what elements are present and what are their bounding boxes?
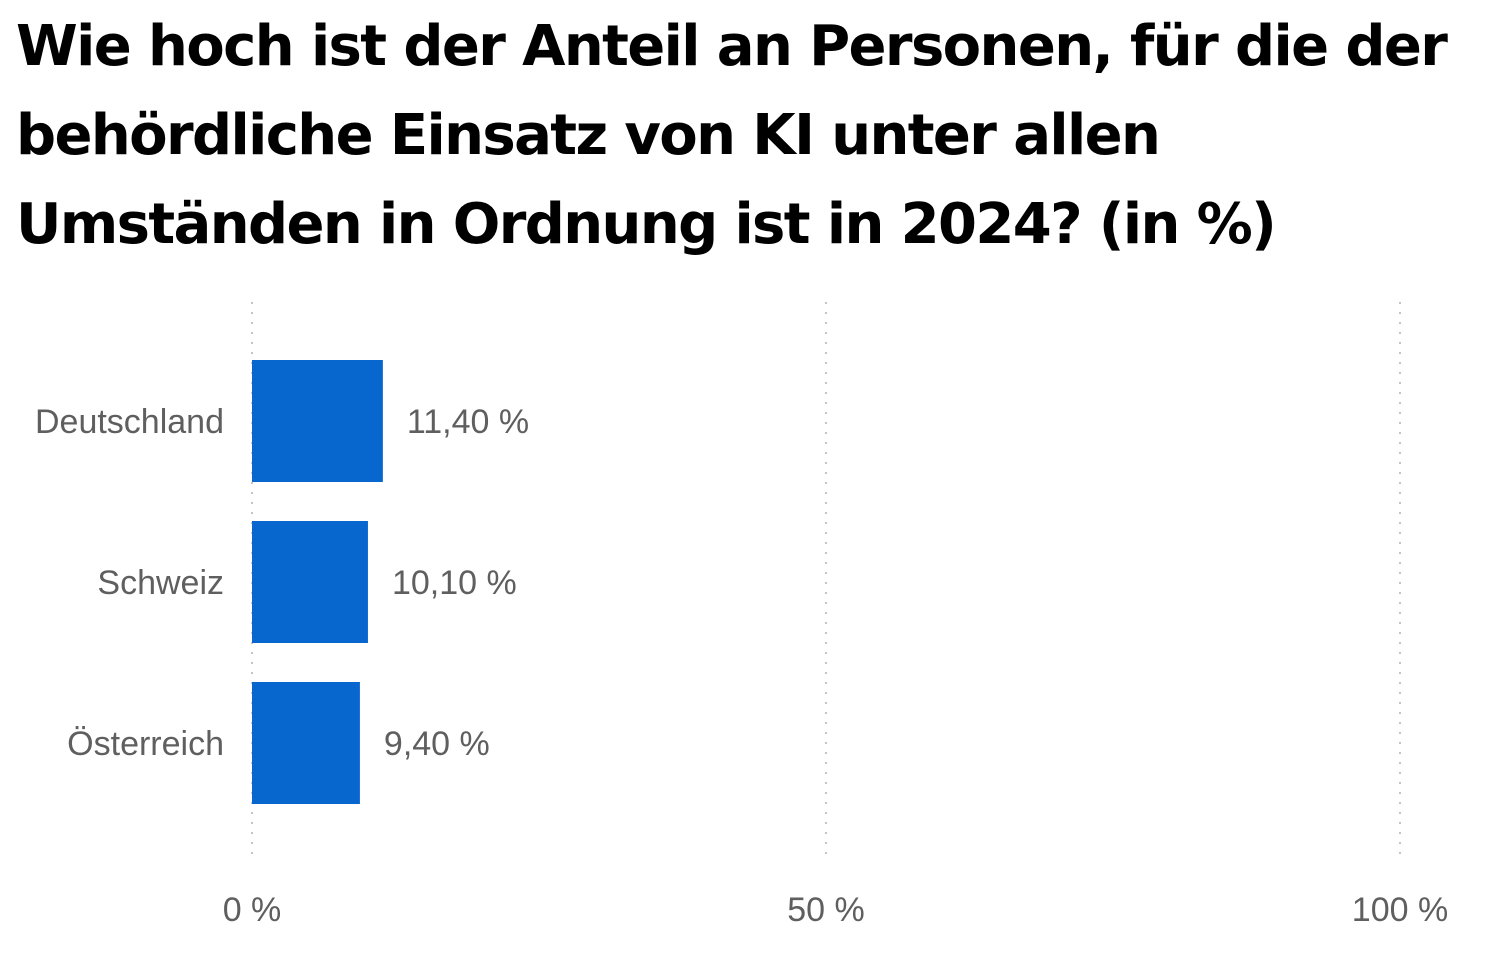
data-label: 9,40 % [384,725,490,763]
bar [252,521,368,643]
bar [252,682,360,804]
data-labels: 11,40 % 10,10 % 9,40 % [384,403,529,763]
x-axis-ticks: 0 % 50 % 100 % [223,891,1449,929]
data-label: 11,40 % [407,403,529,441]
bar [252,360,383,482]
chart-title: Wie hoch ist der Anteil an Personen, für… [16,14,1448,257]
data-label: 10,10 % [392,564,517,602]
category-label: Deutschland [35,403,224,441]
x-tick-label: 100 % [1352,891,1448,929]
bars [252,360,383,804]
category-label: Österreich [67,725,224,763]
x-tick-label: 50 % [787,891,865,929]
category-label: Schweiz [97,564,224,602]
x-tick-label: 0 % [223,891,282,929]
category-labels: Deutschland Schweiz Österreich [35,403,224,763]
